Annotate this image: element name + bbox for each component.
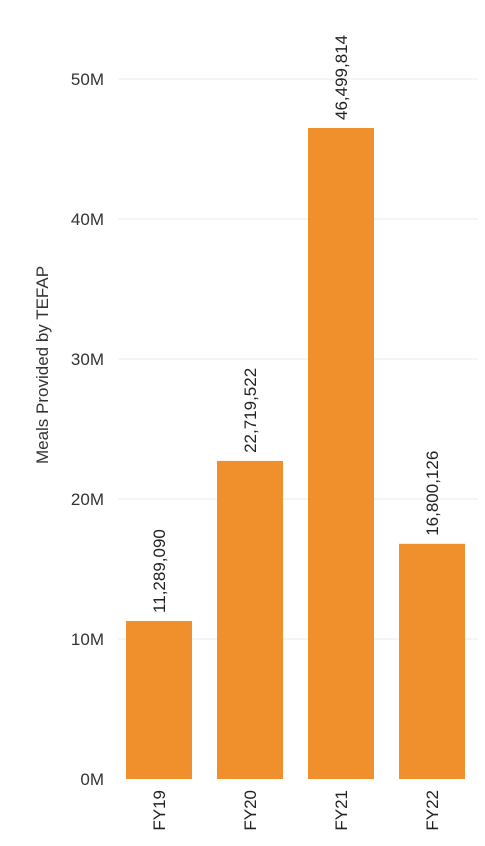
y-tick-label: 0M — [80, 770, 104, 789]
y-axis-title: Meals Provided by TEFAP — [33, 266, 52, 464]
y-tick-label: 30M — [71, 350, 104, 369]
x-tick-label: FY22 — [423, 790, 442, 831]
y-tick-label: 40M — [71, 210, 104, 229]
x-axis-ticks: FY19 FY20 FY21 FY22 — [150, 790, 442, 831]
y-tick-label: 20M — [71, 490, 104, 509]
data-label: 11,289,090 — [150, 529, 169, 613]
data-label: 16,800,126 — [423, 451, 442, 536]
x-tick-label: FY21 — [332, 790, 351, 831]
y-tick-label: 10M — [71, 630, 104, 649]
bar-fy20 — [217, 460, 283, 779]
y-tick-label: 50M — [71, 70, 104, 89]
bar-fy22 — [399, 543, 465, 779]
x-tick-label: FY20 — [241, 790, 260, 831]
data-label: 22,719,522 — [241, 368, 260, 453]
bars — [126, 128, 465, 779]
bar-fy21 — [308, 128, 374, 779]
data-labels: 11,289,090 22,719,522 46,499,814 16,800,126 — [150, 35, 442, 613]
bar-fy19 — [126, 620, 192, 779]
y-axis-ticks: 0M 10M 20M 30M 40M 50M — [71, 70, 104, 789]
x-tick-label: FY19 — [150, 790, 169, 831]
data-label: 46,499,814 — [332, 35, 351, 120]
